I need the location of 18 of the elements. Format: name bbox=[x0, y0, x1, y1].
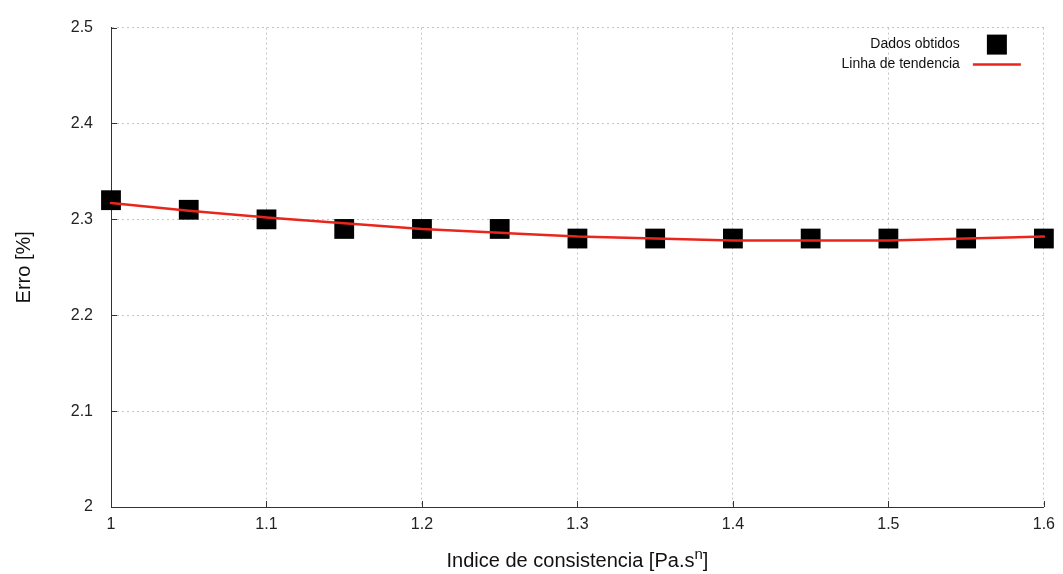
y-tick-label: 2 bbox=[84, 497, 94, 515]
x-tick-label: 1.4 bbox=[721, 515, 745, 533]
x-tick-label: 1.5 bbox=[877, 515, 900, 533]
y-tick-label: 2.5 bbox=[70, 18, 94, 36]
x-tick-label: 1 bbox=[106, 515, 116, 533]
y-tick-label: 2.1 bbox=[70, 401, 94, 419]
point bbox=[1033, 228, 1054, 249]
x-tick-label: 1.6 bbox=[1032, 515, 1056, 533]
x-tick-label: 1.2 bbox=[410, 515, 434, 533]
x-tick-label: 1.1 bbox=[255, 515, 278, 533]
x-tick-label: 1.3 bbox=[566, 515, 589, 533]
point bbox=[101, 190, 121, 211]
y-tick-label: 2.3 bbox=[70, 209, 94, 227]
legend-label: Dados obtidos bbox=[870, 35, 960, 52]
legend-label: Linha de tendencia bbox=[841, 55, 961, 72]
y-tick-label: 2.4 bbox=[70, 113, 94, 131]
y-tick-label: 2.2 bbox=[70, 305, 94, 323]
y-axis-title: Erro [%] bbox=[11, 231, 34, 304]
